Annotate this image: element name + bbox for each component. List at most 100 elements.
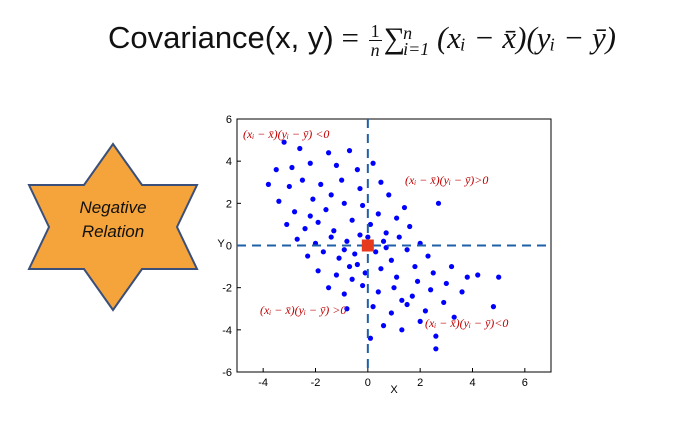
data-point <box>404 301 410 308</box>
data-point <box>433 346 439 352</box>
formula-frac-denominator: n <box>370 40 380 61</box>
data-point <box>273 167 279 173</box>
data-point <box>299 177 306 183</box>
data-point <box>375 289 381 295</box>
data-point <box>333 272 340 278</box>
data-point <box>346 263 353 270</box>
data-point <box>443 280 449 287</box>
data-point <box>360 282 366 289</box>
x-tick-label: 2 <box>417 377 423 389</box>
data-point <box>496 274 502 280</box>
x-tick-label: 0 <box>365 377 371 389</box>
data-point <box>399 327 405 333</box>
data-point <box>370 304 376 310</box>
data-point <box>391 285 397 291</box>
data-point <box>344 306 350 312</box>
data-point <box>354 261 360 268</box>
data-point <box>341 200 347 206</box>
data-point <box>291 209 298 215</box>
data-point <box>336 255 342 261</box>
data-point <box>286 183 292 190</box>
formula-term: (xᵢ − x̄)(yᵢ − ȳ) <box>436 20 616 55</box>
data-point <box>349 276 355 282</box>
data-point <box>459 289 465 295</box>
data-point <box>333 162 340 168</box>
x-tick-label: -2 <box>311 377 321 389</box>
y-tick-label: 4 <box>226 156 232 168</box>
data-point <box>378 179 384 185</box>
data-point <box>409 293 415 299</box>
data-point <box>325 285 332 291</box>
data-point <box>383 230 389 236</box>
formula-frac-numerator: 1 <box>368 21 382 42</box>
formula-sum-limits: n i=1 <box>403 22 430 59</box>
data-point <box>378 266 384 272</box>
data-point <box>404 247 410 253</box>
data-point <box>315 219 321 225</box>
x-tick-label: 4 <box>469 377 475 389</box>
mean-point-marker <box>361 239 374 252</box>
data-point <box>394 274 400 280</box>
data-point <box>328 192 334 198</box>
data-point <box>407 223 413 230</box>
data-point <box>323 207 329 213</box>
data-point <box>441 299 447 306</box>
y-axis-ticks: 6 4 2 0 -2 -4 -6 <box>222 114 241 379</box>
data-point <box>284 221 290 228</box>
data-point <box>401 204 408 211</box>
formula-equals: = <box>341 20 359 55</box>
y-tick-label: 0 <box>226 241 232 253</box>
data-point <box>328 234 334 240</box>
data-point <box>281 139 287 145</box>
data-point <box>399 297 405 303</box>
data-point <box>318 181 324 187</box>
y-tick-label: 2 <box>226 198 232 210</box>
data-point <box>386 192 392 198</box>
data-point <box>365 234 371 240</box>
data-point <box>490 304 497 310</box>
data-point <box>305 253 311 259</box>
x-axis-ticks: -4 -2 0 2 4 6 <box>258 368 528 389</box>
data-point <box>435 200 442 206</box>
star-label: Negative Relation <box>18 196 208 244</box>
data-point <box>396 234 402 240</box>
formula-sum-upper: n <box>403 22 413 43</box>
data-point <box>362 270 368 276</box>
annotation-top-left: (xᵢ − x̄)(yᵢ − ȳ) <0 <box>243 127 329 141</box>
data-point <box>370 160 376 166</box>
data-point <box>373 249 379 255</box>
y-tick-label: -4 <box>222 325 232 337</box>
data-point <box>428 287 434 293</box>
formula-fraction: 1 n <box>368 21 382 61</box>
x-tick-label: 6 <box>522 377 528 389</box>
data-point <box>289 164 295 171</box>
data-point <box>276 198 282 204</box>
data-point <box>354 167 360 173</box>
data-point <box>357 232 363 238</box>
data-points <box>265 139 502 352</box>
data-point <box>307 160 313 166</box>
data-point <box>433 333 439 339</box>
data-point <box>310 196 316 202</box>
y-axis-label: Y <box>217 238 225 250</box>
data-point <box>388 310 394 316</box>
data-point <box>414 278 421 284</box>
formula-sum-lower: i=1 <box>403 38 430 59</box>
y-tick-label: -6 <box>222 367 232 379</box>
annotation-top-right: (xᵢ − x̄)(yᵢ − ȳ)>0 <box>405 173 488 187</box>
data-point <box>464 274 470 280</box>
data-point <box>448 263 455 270</box>
data-point <box>344 238 350 244</box>
data-point <box>325 150 332 156</box>
y-tick-label: 6 <box>226 114 232 126</box>
data-point <box>302 226 308 232</box>
formula-sum-symbol: ∑ <box>383 22 406 55</box>
data-point <box>417 318 423 324</box>
data-point <box>380 238 387 244</box>
data-point <box>367 335 374 341</box>
data-point <box>331 228 337 234</box>
star-shape <box>27 142 199 312</box>
formula-lhs: Covariance(x, y) <box>108 20 334 55</box>
annotation-bottom-right: (xᵢ − x̄)(yᵢ − ȳ)<0 <box>425 316 508 330</box>
